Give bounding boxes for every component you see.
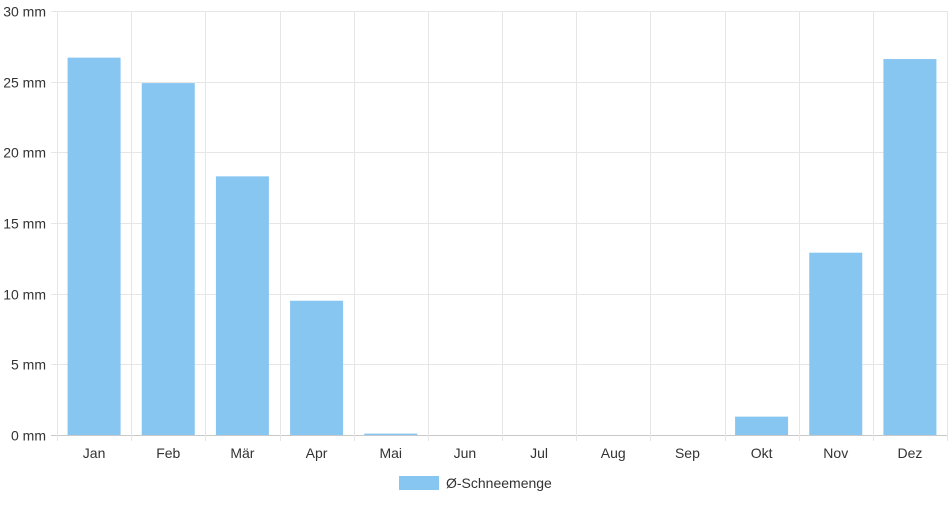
legend-swatch[interactable] <box>399 476 439 490</box>
legend[interactable]: Ø-Schneemenge <box>399 475 552 491</box>
y-tick-label: 25 mm <box>3 75 46 91</box>
bar-dez[interactable] <box>883 59 937 435</box>
x-tick-label: Apr <box>306 445 328 461</box>
x-tick-label: Jun <box>454 445 477 461</box>
bar-mär[interactable] <box>215 176 269 436</box>
bar-apr[interactable] <box>290 300 344 435</box>
x-tick-label: Mär <box>230 445 254 461</box>
bar-feb[interactable] <box>141 83 195 435</box>
bar-okt[interactable] <box>735 416 789 435</box>
x-tick-label: Sep <box>675 445 700 461</box>
axes: 0 mm 5 mm 10 mm 15 mm 20 mm 25 mm 30 mm Jan Feb M… <box>3 4 922 462</box>
x-tick-label: Mai <box>379 445 402 461</box>
x-tick-label: Nov <box>823 445 848 461</box>
y-tick-label: 15 mm <box>3 216 46 232</box>
x-tick-label: Okt <box>751 445 773 461</box>
y-tick-label: 5 mm <box>11 357 46 373</box>
y-tick-label: 0 mm <box>11 428 46 444</box>
legend-label[interactable]: Ø-Schneemenge <box>446 475 552 491</box>
bar-mai[interactable] <box>364 433 418 436</box>
y-tick-label: 30 mm <box>3 4 46 20</box>
x-tick-label: Aug <box>601 445 626 461</box>
x-tick-label: Dez <box>897 445 922 461</box>
x-tick-label: Jan <box>83 445 106 461</box>
y-tick-label: 10 mm <box>3 287 46 303</box>
bars <box>67 57 937 436</box>
bar-nov[interactable] <box>809 252 863 435</box>
y-tick-label: 20 mm <box>3 145 46 161</box>
grid-lines <box>51 11 948 441</box>
x-tick-label: Feb <box>156 445 180 461</box>
x-tick-label: Jul <box>530 445 548 461</box>
bar-jan[interactable] <box>67 57 121 435</box>
